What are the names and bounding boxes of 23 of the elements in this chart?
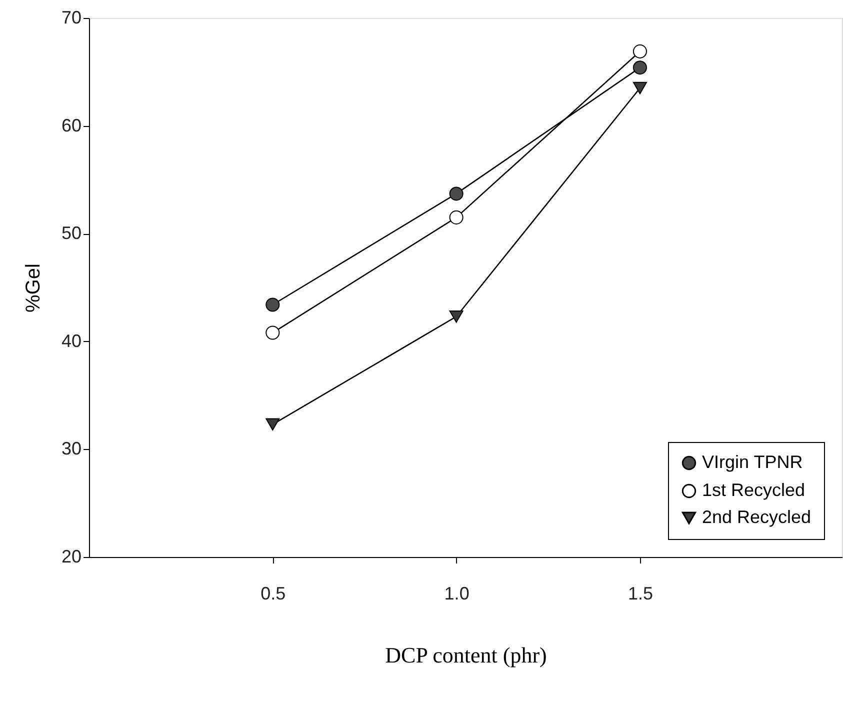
point: [266, 418, 280, 431]
point: [449, 186, 464, 201]
legend-label: 1st Recycled: [702, 480, 806, 500]
point: [266, 298, 280, 312]
y-tick-label: 70: [61, 8, 82, 28]
x-axis-title: DCP content (phr): [385, 642, 547, 668]
point: [632, 60, 647, 75]
y-tick-label: 30: [61, 438, 82, 459]
legend-label: VIrgin TPNR: [702, 452, 803, 472]
x-tick-label: 1.5: [628, 584, 653, 604]
y-tick-label: 60: [61, 115, 82, 136]
point: [632, 44, 647, 58]
point: [266, 326, 280, 340]
point: [632, 82, 647, 94]
y-tick-label: 50: [61, 223, 82, 244]
y-tick-label: 40: [61, 330, 82, 351]
legend-label: 2nd Recycled: [702, 507, 812, 527]
point: [449, 310, 464, 323]
x-tick-label: 1.0: [444, 584, 470, 604]
y-tick-label: 20: [61, 546, 82, 566]
point: [449, 210, 464, 224]
y-axis-title: %Gel: [22, 264, 44, 312]
x-tick-label: 0.5: [260, 584, 286, 604]
